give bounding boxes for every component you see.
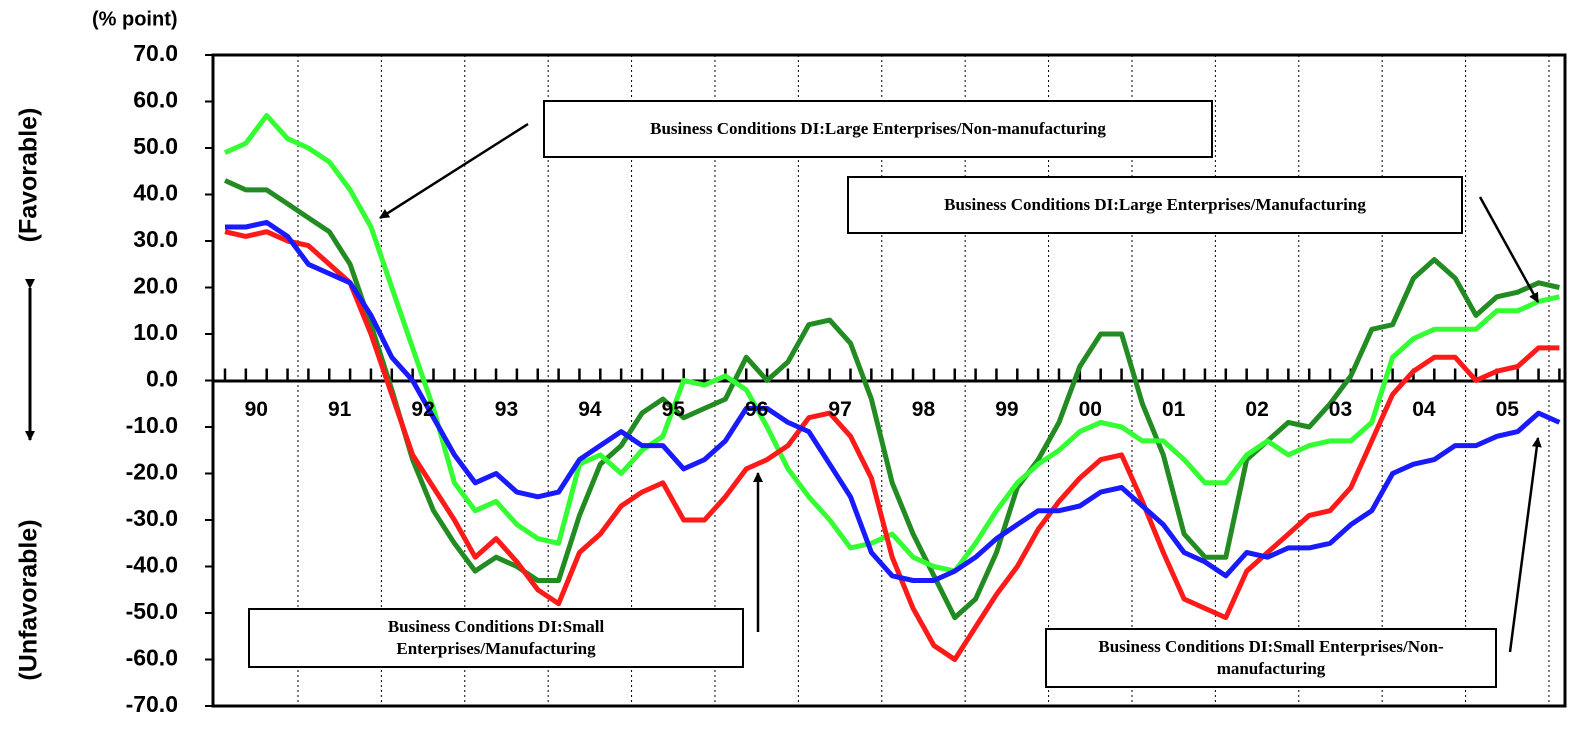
series-line [225,219,1561,583]
x-tick-label: 90 [245,398,268,421]
y-tick-label: -60.0 [126,645,178,671]
x-tick-label: 03 [1329,398,1352,421]
y-tick-label: -50.0 [126,598,178,624]
y-tick-label: 10.0 [133,319,178,345]
y-label-bottom: (Unfavorable) [15,519,43,680]
annotation-arrow [1508,437,1542,653]
unit-label: (% point) [92,8,178,30]
x-tick-label: 99 [995,398,1018,421]
x-tick-label: 93 [495,398,518,421]
x-tick-label: 92 [411,398,434,421]
series-label-box: Business Conditions DI:Small Enterprises… [248,608,744,668]
series-line [224,229,1560,662]
x-tick-label: 91 [328,398,352,421]
annotation-arrow [379,122,529,220]
y-tick-label: -20.0 [126,459,178,485]
x-tick-label: 95 [662,398,686,421]
x-tick-label: 04 [1412,398,1436,421]
x-tick-label: 94 [578,398,602,421]
x-tick-label: 96 [745,398,768,421]
y-label-top: (Favorable) [15,108,43,243]
y-tick-label: -70.0 [126,691,178,717]
series-line [223,178,1560,621]
y-tick-label: 70.0 [133,40,178,66]
x-tick-label: 05 [1496,398,1520,421]
y-tick-label: 20.0 [133,273,178,299]
x-tick-label: 02 [1245,398,1268,421]
y-tick-label: -10.0 [126,412,178,438]
x-tick-label: 00 [1079,398,1102,421]
y-tick-label: 30.0 [133,226,178,252]
y-tick-label: 50.0 [133,133,178,159]
x-tick-label: 01 [1162,398,1186,421]
series-line [223,113,1560,574]
annotation-arrow [1478,196,1540,303]
series-label-box: Business Conditions DI:Large Enterprises… [543,100,1213,158]
y-tick-label: -30.0 [126,505,178,531]
series-label-box: Business Conditions DI:Large Enterprises… [847,176,1463,234]
y-tick-label: 60.0 [133,87,178,113]
y-tick-label: -40.0 [126,552,178,578]
series-label-box: Business Conditions DI:Small Enterprises… [1045,628,1497,688]
y-tick-label: 40.0 [133,180,178,206]
x-tick-label: 98 [912,398,936,421]
y-tick-label: 0.0 [146,366,178,392]
x-tick-label: 97 [828,398,851,421]
